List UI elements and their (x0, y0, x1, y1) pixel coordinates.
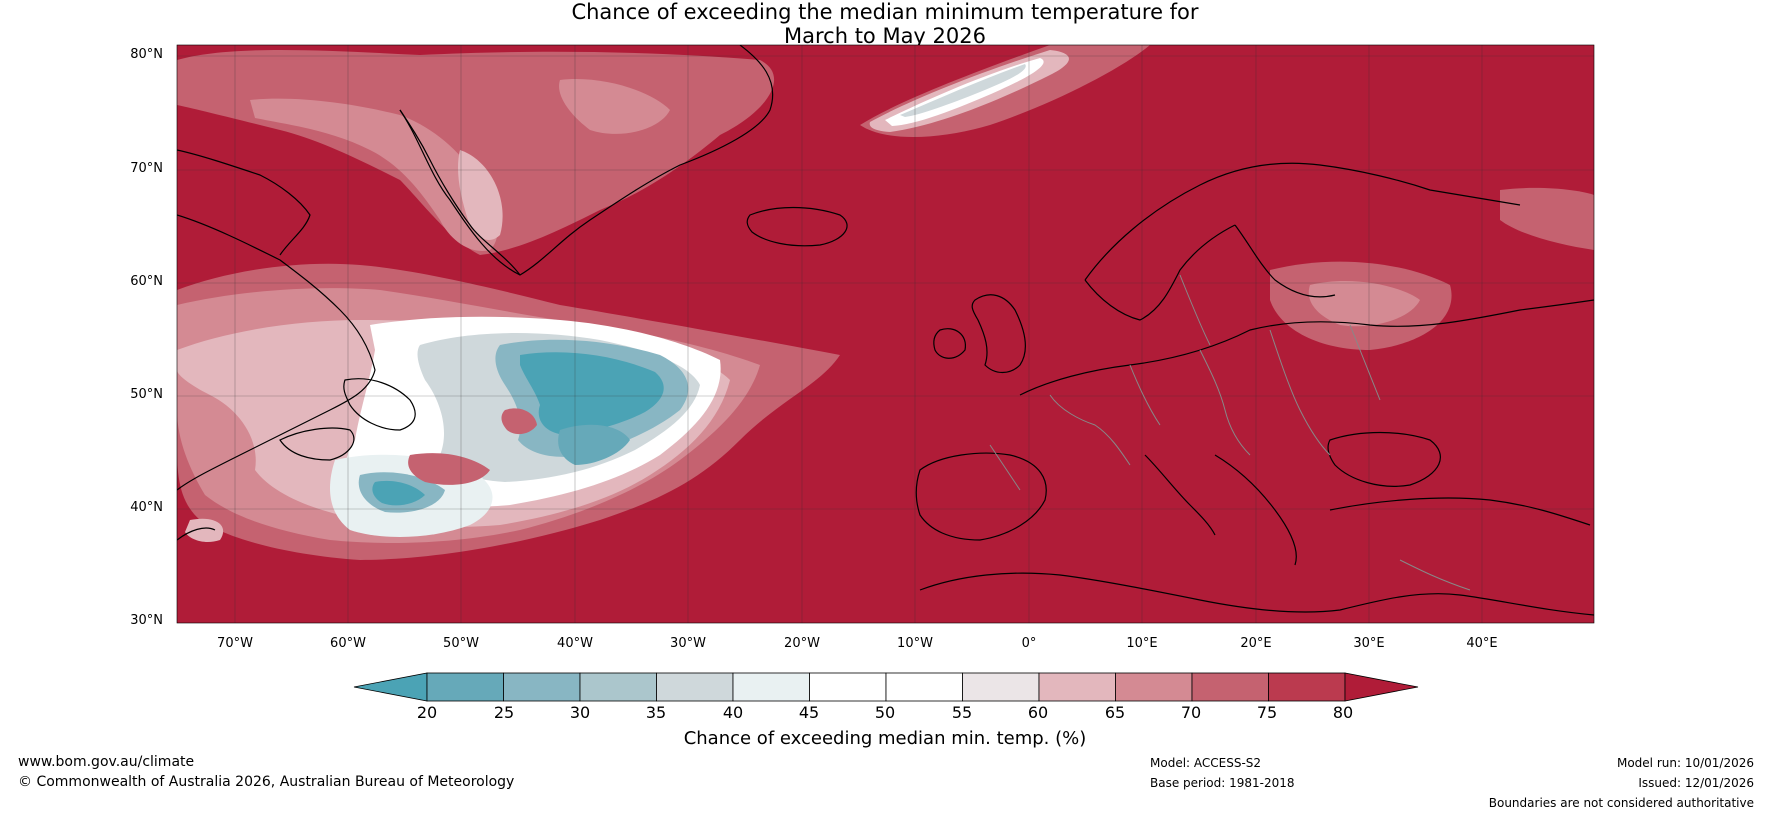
arctic-anomaly-region (860, 45, 1150, 138)
footer-website: www.bom.gov.au/climate (18, 754, 195, 770)
lon-label-70w: 70°W (217, 636, 253, 651)
footer-model: Model: ACCESS-S2 (1150, 756, 1262, 770)
title-line-1: Chance of exceeding the median minimum t… (571, 0, 1199, 24)
country-borders (989, 274, 1471, 591)
colorbar-segment (579, 672, 657, 702)
map-gridlines (177, 45, 1594, 623)
colorbar-tick-25: 25 (493, 703, 515, 722)
colorbar-arrow-low (353, 672, 428, 702)
lat-label-30n: 30°N (130, 613, 163, 628)
atlantic-anomaly-region (177, 263, 840, 560)
lat-label-60n: 60°N (130, 274, 163, 289)
colorbar-tick-55: 55 (951, 703, 973, 722)
lon-label-60w: 60°W (330, 636, 366, 651)
colorbar-tick-60: 60 (1027, 703, 1049, 722)
lat-label-80n: 80°N (130, 47, 163, 62)
lat-label-40n: 40°N (130, 500, 163, 515)
lon-label-50w: 50°W (443, 636, 479, 651)
colorbar-tick-70: 70 (1180, 703, 1202, 722)
colorbar-segment (1191, 672, 1269, 702)
colorbar-segment (885, 672, 963, 702)
title-line-2: March to May 2026 (784, 24, 986, 48)
lon-label-30w: 30°W (670, 636, 706, 651)
colorbar-tick-30: 30 (569, 703, 591, 722)
colorbar-tick-40: 40 (722, 703, 744, 722)
colorbar-segment (426, 672, 504, 702)
footer-copyright: © Commonwealth of Australia 2026, Austra… (18, 774, 515, 790)
lon-label-20w: 20°W (784, 636, 820, 651)
colorbar (353, 672, 1419, 702)
colorbar-segment (656, 672, 734, 702)
lat-label-50n: 50°N (130, 387, 163, 402)
colorbar-segment (1038, 672, 1116, 702)
colorbar-segment (503, 672, 581, 702)
lon-label-10w: 10°W (897, 636, 933, 651)
footer-model-run: Model run: 10/01/2026 (1616, 756, 1754, 770)
colorbar-arrow-high (1344, 672, 1419, 702)
footer-issued: Issued: 12/01/2026 (1638, 776, 1754, 790)
map-frame (176, 44, 1595, 624)
lon-label-10e: 10°E (1126, 636, 1158, 651)
colorbar-tick-50: 50 (874, 703, 896, 722)
map-title: Chance of exceeding the median minimum t… (0, 0, 1770, 48)
colorbar-segment (809, 672, 887, 702)
lon-label-30e: 30°E (1353, 636, 1385, 651)
colorbar-tick-20: 20 (416, 703, 438, 722)
lon-label-0: 0° (1021, 636, 1037, 651)
footer-disclaimer: Boundaries are not considered authoritat… (1488, 796, 1754, 810)
colorbar-tick-65: 65 (1104, 703, 1126, 722)
colorbar-title: Chance of exceeding median min. temp. (%… (683, 728, 1087, 749)
colorbar-segment (732, 672, 810, 702)
colorbar-tick-80: 80 (1332, 703, 1354, 722)
colorbar-segment (1268, 672, 1346, 702)
colorbar-segment (962, 672, 1040, 702)
colorbar-tick-35: 35 (645, 703, 667, 722)
probability-map (177, 45, 1594, 623)
lat-label-70n: 70°N (130, 161, 163, 176)
greenland-anomaly-region (177, 50, 1594, 350)
lon-label-40e: 40°E (1466, 636, 1498, 651)
coastlines (177, 45, 1594, 616)
colorbar-segment (1115, 672, 1193, 702)
colorbar-tick-45: 45 (798, 703, 820, 722)
footer-base-period: Base period: 1981-2018 (1150, 776, 1295, 790)
colorbar-tick-75: 75 (1256, 703, 1278, 722)
lon-label-20e: 20°E (1240, 636, 1272, 651)
lon-label-40w: 40°W (557, 636, 593, 651)
